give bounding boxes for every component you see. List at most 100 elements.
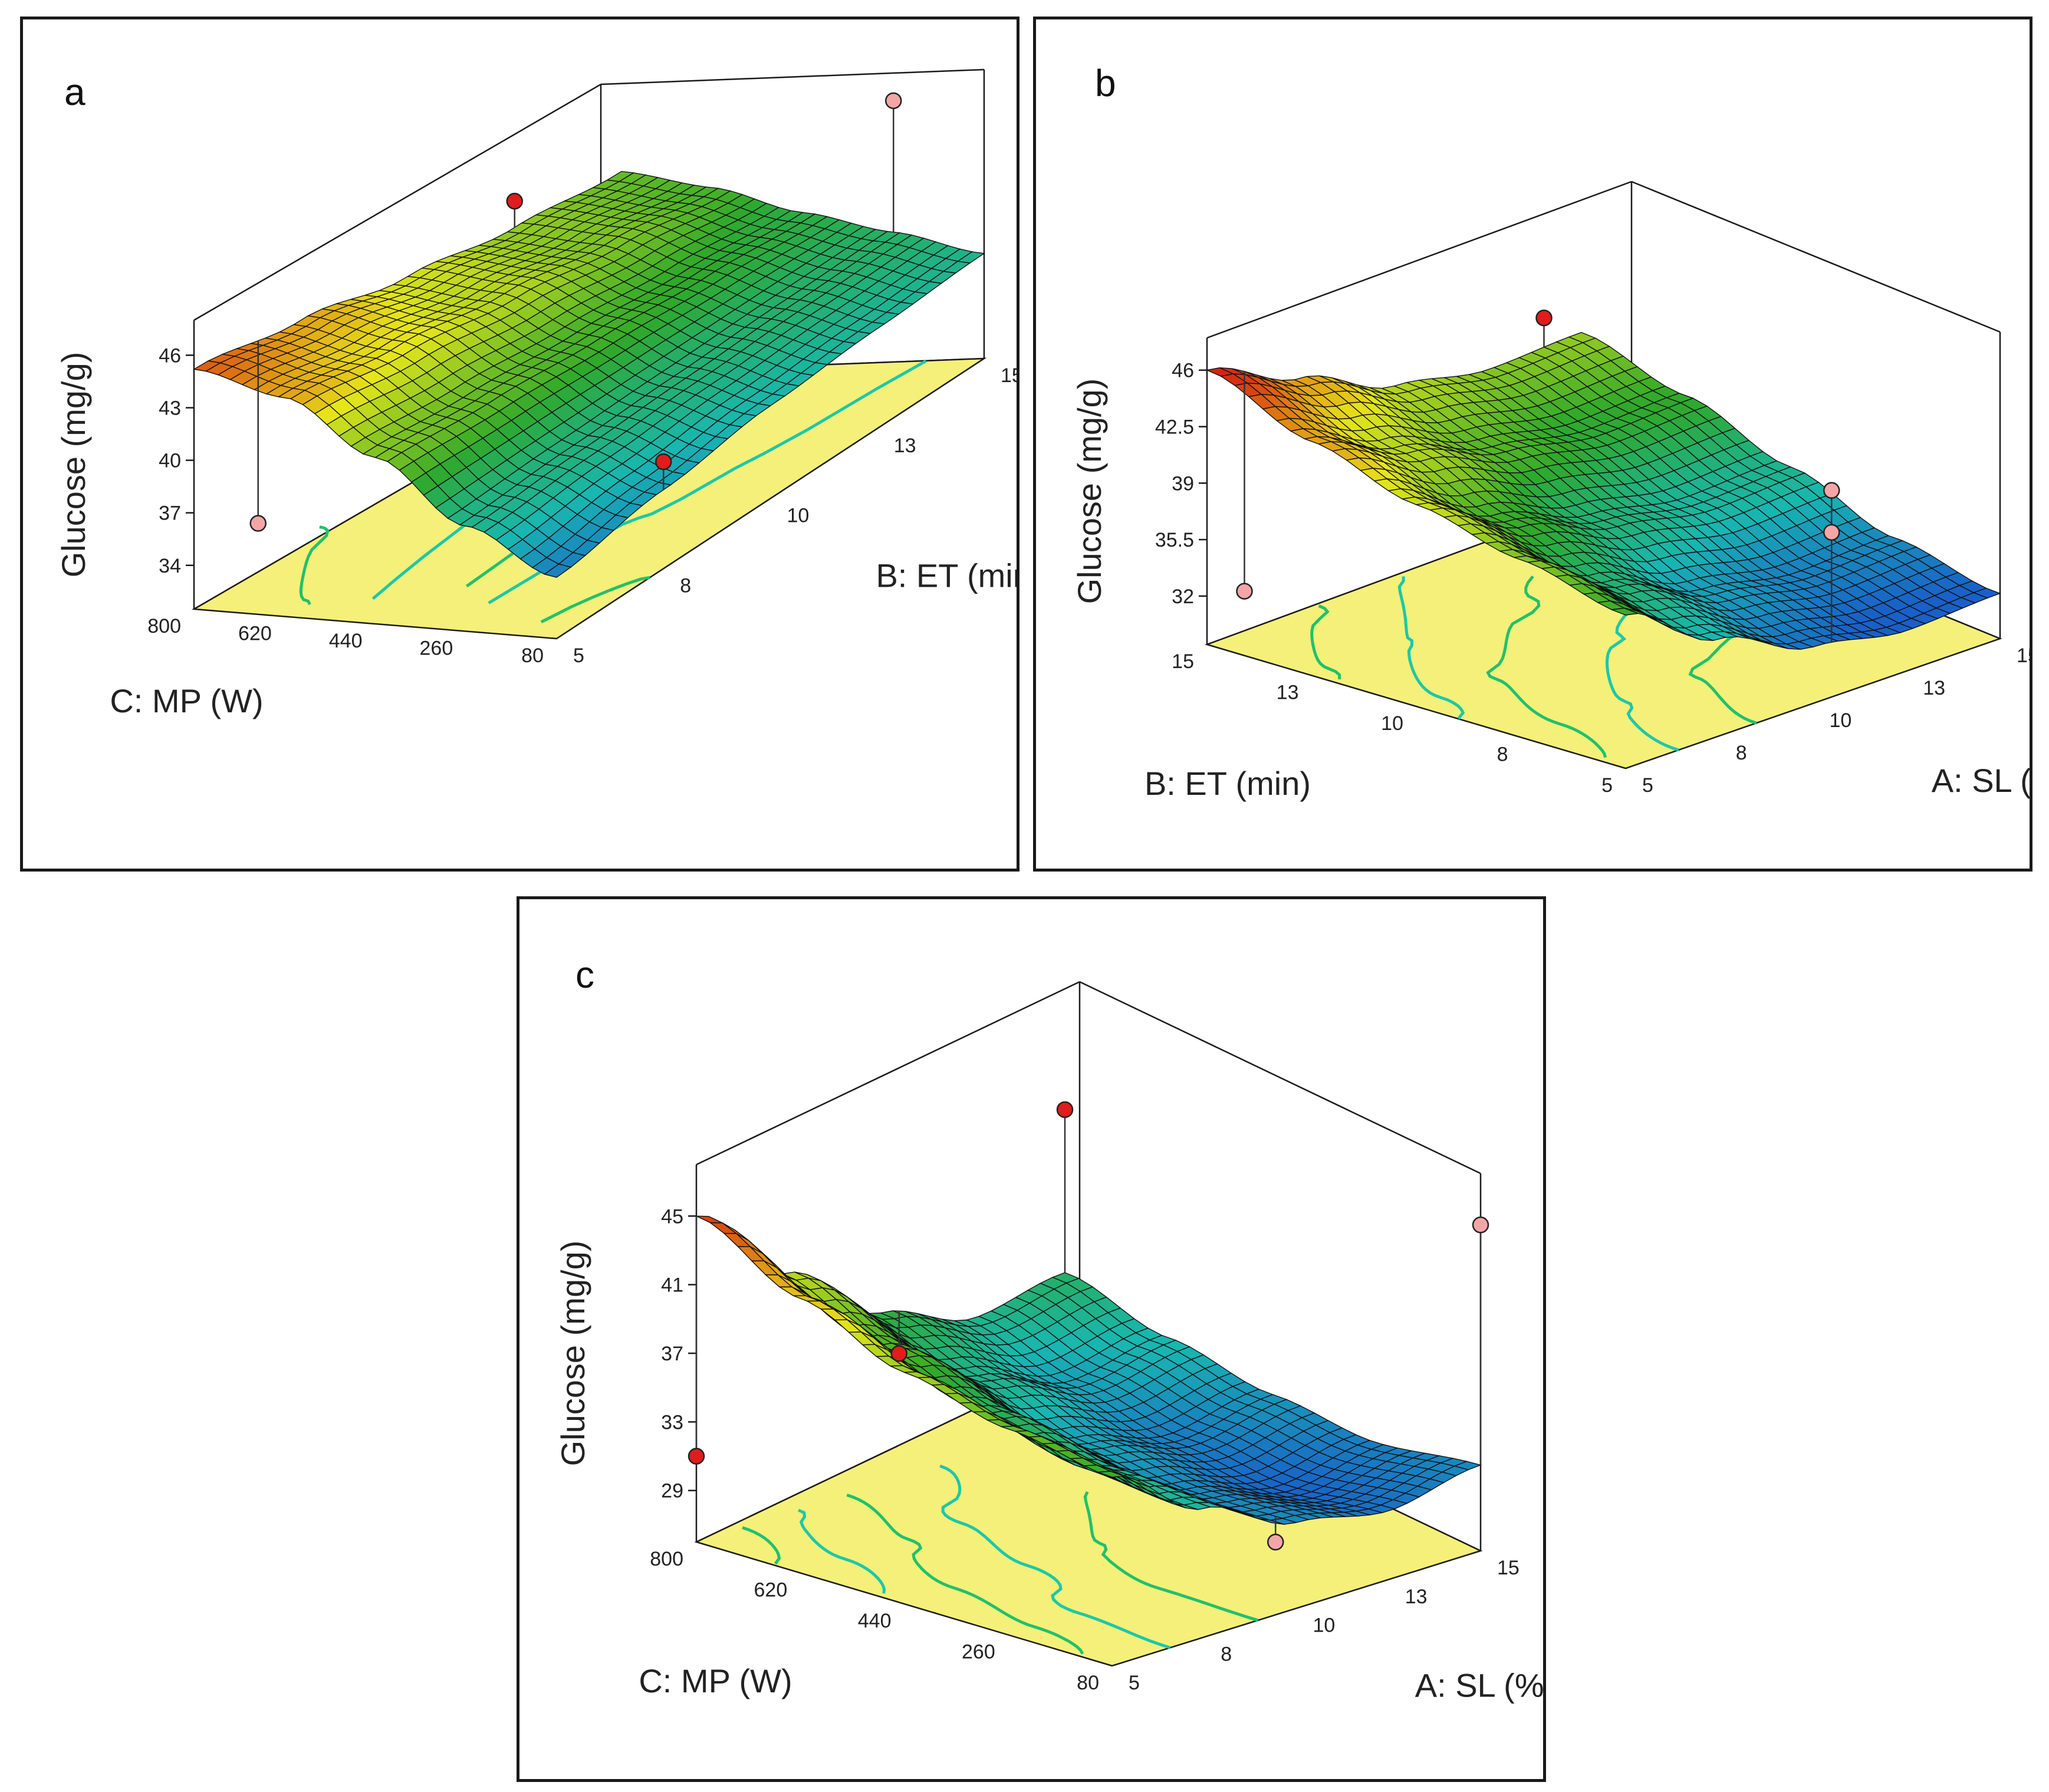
left-axis-label: B: ET (min) (1144, 765, 1311, 802)
z-tick-label: 45 (661, 1205, 683, 1228)
panel-c: 29 33 37 41 45 Glucose (mg/g) 800 620 440 260 80 C:… (517, 896, 1546, 1782)
surface-cell (709, 1222, 738, 1234)
design-points (1236, 309, 1840, 643)
right-tick-label: 8 (1736, 742, 1747, 764)
z-tick-label: 46 (159, 344, 181, 367)
contour-line (299, 525, 330, 606)
left-tick-label: 620 (238, 623, 272, 645)
right-axis-label: B: ET (min) (876, 557, 1017, 594)
left-tick-label: 260 (420, 637, 453, 660)
design-point (688, 1448, 705, 1465)
chart-a-svg: 34 37 40 43 46 Glucose (mg/g) 800 620 440 260 80 C:… (55, 68, 1017, 719)
right-tick-label: 15 (1497, 1557, 1520, 1579)
right-tick-label: 10 (787, 505, 810, 527)
right-axis: 5 8 10 13 15 (1642, 645, 2030, 797)
right-tick-label: 13 (894, 435, 916, 457)
right-tick-label: 5 (1129, 1672, 1140, 1694)
response-surface (192, 170, 985, 578)
right-tick-label: 8 (680, 574, 691, 597)
panel-b: 32 35.5 39 42.5 46 Glucose (mg/g) 15 13 10 8 5 B: E… (1033, 17, 2032, 872)
left-axis-label: C: MP (W) (110, 682, 263, 719)
left-tick-label: 80 (1077, 1672, 1099, 1694)
z-tick-label: 37 (159, 502, 181, 525)
design-point (1472, 1216, 1489, 1234)
design-point (890, 1345, 907, 1362)
left-tick-label: 5 (1601, 774, 1613, 797)
panel-a: 34 37 40 43 46 Glucose (mg/g) 800 620 440 260 80 C:… (20, 17, 1019, 872)
z-axis-label: Glucose (mg/g) (1071, 379, 1108, 604)
contour-line (1688, 625, 1757, 725)
panel-letter: c (575, 953, 594, 996)
z-tick-label: 29 (661, 1480, 683, 1502)
design-point (1823, 524, 1840, 541)
design-points (249, 92, 902, 532)
right-axis-label: A: SL (%) (1932, 762, 2030, 799)
response-surface (696, 1215, 1482, 1525)
right-tick-label: 13 (1405, 1586, 1428, 1608)
design-point (1236, 583, 1253, 600)
left-tick-label: 13 (1277, 682, 1299, 704)
z-tick-label: 41 (661, 1274, 683, 1297)
panel-letter: b (1095, 62, 1116, 104)
design-point (655, 453, 672, 471)
surface-cell (543, 563, 572, 578)
right-tick-label: 5 (573, 645, 584, 667)
z-axis: 32 35.5 39 42.5 46 (1155, 360, 1207, 608)
z-tick-label: 46 (1172, 360, 1194, 382)
contour-line (1486, 575, 1607, 758)
design-point (1267, 1533, 1284, 1551)
surface-cell (1098, 1471, 1125, 1478)
z-tick-label: 39 (1172, 472, 1194, 495)
z-tick-label: 43 (159, 397, 181, 419)
chart-b-svg: 32 35.5 39 42.5 46 Glucose (mg/g) 15 13 10 8 5 B: E… (1071, 62, 2030, 802)
right-tick-label: 13 (1923, 677, 1945, 699)
left-tick-label: 800 (650, 1548, 683, 1570)
z-tick-label: 33 (661, 1411, 683, 1433)
contour-line (1310, 604, 1341, 680)
design-point (1056, 1101, 1074, 1119)
left-tick-label: 440 (858, 1610, 892, 1632)
z-axis-label: Glucose (mg/g) (55, 352, 92, 578)
chart-c-svg: 29 33 37 41 45 Glucose (mg/g) 800 620 440 260 80 C:… (554, 953, 1543, 1704)
contour-line (1397, 576, 1465, 720)
z-tick-label: 35.5 (1155, 529, 1194, 551)
right-axis-label: A: SL (%) (1415, 1667, 1543, 1704)
left-tick-label: 440 (329, 630, 363, 652)
contour-line (1083, 1491, 1259, 1622)
right-tick-label: 10 (1313, 1615, 1336, 1637)
design-point (1535, 309, 1553, 327)
right-tick-label: 10 (1830, 709, 1852, 732)
response-surface (1205, 331, 2002, 650)
z-tick-label: 42.5 (1155, 416, 1194, 439)
surface-cell (1611, 607, 1639, 616)
right-tick-label: 5 (1642, 774, 1653, 797)
right-tick-label: 15 (2017, 645, 2030, 667)
z-tick-label: 34 (159, 555, 181, 577)
right-axis: 5 8 10 13 15 (1129, 1557, 1520, 1694)
contour-line (1605, 599, 1679, 752)
left-axis: 800 620 440 260 80 (650, 1548, 1099, 1694)
right-tick-label: 8 (1221, 1643, 1232, 1665)
left-tick-label: 8 (1497, 744, 1508, 766)
left-axis-label: C: MP (W) (639, 1662, 792, 1699)
left-tick-label: 80 (521, 645, 544, 667)
z-tick-label: 37 (661, 1343, 683, 1365)
left-tick-label: 620 (754, 1579, 788, 1602)
left-tick-label: 15 (1172, 650, 1194, 673)
panel-letter: a (64, 71, 85, 113)
z-tick-label: 40 (159, 450, 181, 472)
design-point (249, 515, 267, 532)
surface-cell (696, 1215, 723, 1224)
z-axis: 34 37 40 43 46 (159, 344, 194, 577)
contour-line (939, 1464, 1171, 1649)
contour-line (540, 576, 650, 624)
design-point (506, 192, 523, 210)
contour-line (742, 1526, 781, 1565)
contour-line (798, 1508, 886, 1594)
design-points (688, 1101, 1489, 1551)
design-point (885, 92, 902, 110)
design-point (1823, 482, 1840, 499)
right-axis: 5 8 10 13 15 (573, 364, 1017, 667)
z-axis: 29 33 37 41 45 (661, 1205, 696, 1502)
left-tick-label: 260 (962, 1641, 995, 1663)
